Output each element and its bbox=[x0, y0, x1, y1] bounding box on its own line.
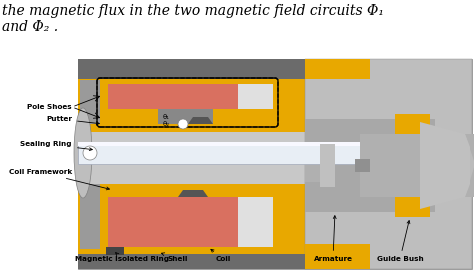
Bar bbox=[305, 149, 330, 182]
Polygon shape bbox=[425, 134, 474, 197]
Bar bbox=[305, 119, 435, 212]
Bar bbox=[78, 142, 448, 164]
Bar bbox=[395, 114, 430, 217]
Bar bbox=[80, 80, 100, 124]
Bar bbox=[108, 197, 268, 247]
Bar bbox=[360, 134, 474, 197]
Text: θ₂: θ₂ bbox=[163, 121, 170, 127]
Bar bbox=[305, 59, 370, 79]
Bar bbox=[78, 59, 472, 269]
Polygon shape bbox=[420, 122, 470, 209]
Text: the magnetic flux in the two magnetic field circuits Φ₁: the magnetic flux in the two magnetic fi… bbox=[2, 4, 384, 18]
Bar bbox=[78, 79, 310, 132]
Bar bbox=[80, 184, 100, 249]
Bar bbox=[78, 142, 448, 146]
Ellipse shape bbox=[74, 108, 92, 198]
Bar bbox=[305, 244, 370, 269]
Text: and Φ₂ .: and Φ₂ . bbox=[2, 20, 58, 34]
Bar bbox=[78, 184, 310, 254]
Text: θ₁: θ₁ bbox=[163, 114, 170, 120]
Text: Guide Bush: Guide Bush bbox=[377, 221, 423, 262]
Bar bbox=[108, 84, 238, 109]
Bar bbox=[78, 254, 310, 269]
Circle shape bbox=[83, 146, 97, 160]
Text: Coil: Coil bbox=[211, 249, 231, 262]
Bar bbox=[106, 247, 124, 255]
Polygon shape bbox=[188, 117, 213, 124]
Text: Armature: Armature bbox=[313, 216, 353, 262]
Text: Magnetic Isolated Ring: Magnetic Isolated Ring bbox=[75, 253, 169, 262]
Text: Putter: Putter bbox=[46, 116, 100, 125]
Polygon shape bbox=[178, 190, 208, 197]
Text: Pole Shoes: Pole Shoes bbox=[27, 104, 72, 110]
Bar bbox=[238, 84, 273, 109]
Bar bbox=[78, 59, 310, 79]
Bar bbox=[320, 144, 335, 187]
Circle shape bbox=[178, 119, 188, 129]
Bar bbox=[355, 159, 370, 172]
Bar bbox=[305, 59, 472, 269]
Text: Coil Framework: Coil Framework bbox=[9, 169, 109, 190]
Text: Shell: Shell bbox=[162, 253, 188, 262]
Text: Sealing Ring: Sealing Ring bbox=[20, 141, 92, 151]
Bar bbox=[238, 197, 273, 247]
Bar bbox=[158, 109, 213, 124]
